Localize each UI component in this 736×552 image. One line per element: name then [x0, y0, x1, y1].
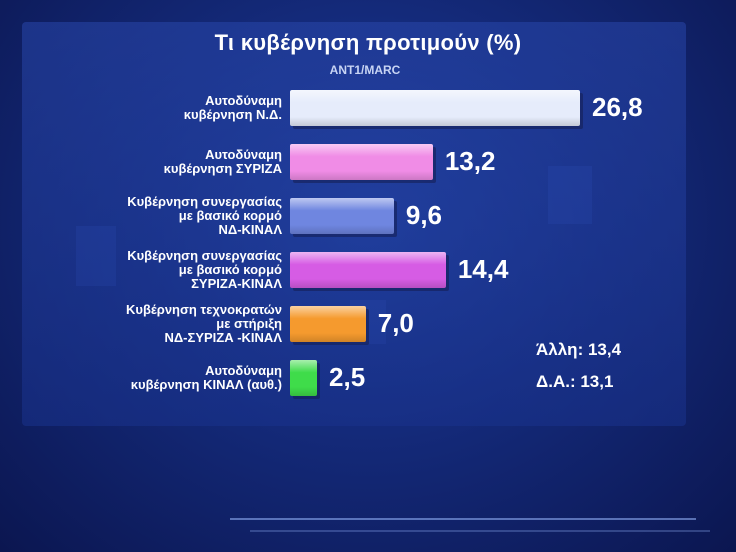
bar	[290, 198, 394, 234]
decorative-line	[230, 518, 696, 520]
category-label: Αυτοδύναμη κυβέρνηση ΚΙΝΑΛ (αυθ.)	[22, 364, 282, 392]
chart-subtitle: ANT1/MARC	[329, 63, 401, 77]
value-label: 2,5	[329, 362, 366, 392]
category-label-line: Κυβέρνηση τεχνοκρατών	[126, 302, 282, 317]
category-label-line: με βασικό κορμό	[178, 208, 282, 223]
category-label-line: κυβέρνηση ΣΥΡΙΖΑ	[163, 161, 282, 176]
category-label-line: Κυβέρνηση συνεργασίας	[127, 248, 282, 263]
category-label: Αυτοδύναμη κυβέρνηση Ν.Δ.	[22, 94, 282, 122]
category-label-line: ΣΥΡΙΖΑ-ΚΙΝΑΛ	[191, 276, 282, 291]
bar	[290, 360, 318, 396]
category-label: Κυβέρνηση συνεργασίας με βασικό κορμό ΣΥΡΙ…	[22, 249, 282, 291]
value-label: 9,6	[405, 200, 443, 230]
value-label: 7,0	[377, 308, 414, 338]
category-label-line: κυβέρνηση ΚΙΝΑΛ (αυθ.)	[130, 377, 282, 392]
bar	[290, 252, 446, 288]
bar	[290, 90, 580, 126]
bar	[290, 306, 366, 342]
category-label-line: Αυτοδύναμη	[205, 363, 282, 378]
category-label-line: Αυτοδύναμη	[205, 93, 282, 108]
category-label-line: ΝΔ-ΣΥΡΙΖΑ -ΚΙΝΑΛ	[164, 330, 282, 345]
category-label-line: κυβέρνηση Ν.Δ.	[183, 107, 282, 122]
category-label-line: Αυτοδύναμη	[205, 147, 282, 162]
chart-title: Τι κυβέρνηση προτιμούν (%)	[214, 30, 522, 55]
annotation-other: Άλλη: 13,4	[536, 340, 622, 359]
category-label-line: Κυβέρνηση συνεργασίας	[127, 194, 282, 209]
category-label-line: με βασικό κορμό	[178, 262, 282, 277]
category-label-line: με στήριξη	[216, 316, 282, 331]
category-label: Αυτοδύναμη κυβέρνηση ΣΥΡΙΖΑ	[22, 148, 282, 176]
value-label: 14,4	[457, 254, 509, 284]
value-label: 13,2	[444, 146, 496, 176]
value-label: 26,8	[592, 92, 643, 122]
category-label-line: ΝΔ-ΚΙΝΑΛ	[218, 222, 282, 237]
category-label: Κυβέρνηση συνεργασίας με βασικό κορμό ΝΔ-Κ…	[22, 195, 282, 237]
bar	[290, 144, 433, 180]
annotation-dont-know: Δ.Α.: 13,1	[536, 372, 614, 391]
category-label: Κυβέρνηση τεχνοκρατών με στήριξη ΝΔ-ΣΥΡΙΖΑ…	[22, 303, 282, 345]
decorative-line	[250, 530, 710, 532]
